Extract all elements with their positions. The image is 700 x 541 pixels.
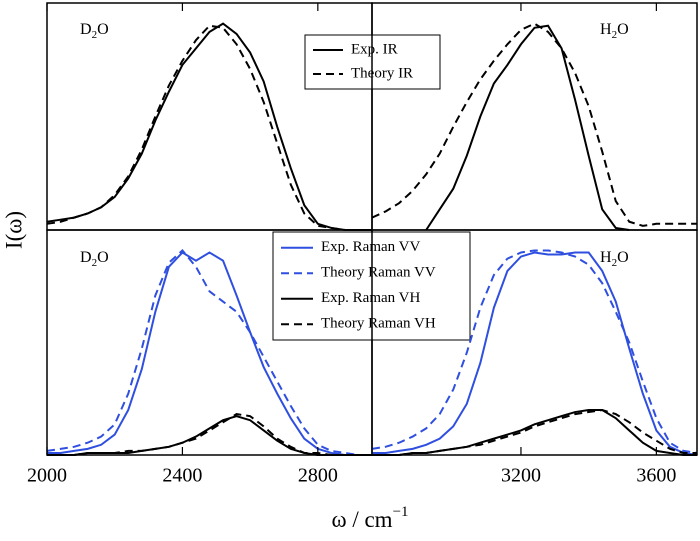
x-tick-label: 3600 xyxy=(636,465,676,487)
panel-label-base: H xyxy=(600,249,612,266)
x-tick-label: 3200 xyxy=(501,465,541,487)
series-line xyxy=(372,408,697,456)
legend-label: Theory Raman VV xyxy=(321,265,436,281)
series-line xyxy=(372,251,698,456)
y-axis-label: I(ω) xyxy=(1,211,26,249)
series-line xyxy=(371,249,698,454)
panel-label-base: D xyxy=(80,21,92,38)
x-tick-label: 2800 xyxy=(298,465,338,487)
series-line xyxy=(47,413,372,456)
series-line xyxy=(46,24,372,231)
panel-label-rest: O xyxy=(97,249,109,266)
x-axis-label: ω / cm−1 xyxy=(331,504,408,532)
series-line xyxy=(46,249,372,456)
panel-label: H2O xyxy=(600,21,629,41)
series-line xyxy=(47,415,372,456)
x-tick-label: 2400 xyxy=(162,465,202,487)
panel-label-base: D xyxy=(80,249,92,266)
series-line xyxy=(371,22,697,227)
panel-label-sub: 2 xyxy=(612,257,618,269)
legend-label: Theory IR xyxy=(351,65,413,81)
x-axis-label-sup: −1 xyxy=(393,504,409,520)
panel-label-sub: 2 xyxy=(92,257,98,269)
panel-label-rest: O xyxy=(97,21,109,38)
series-line xyxy=(372,409,697,456)
x-axis-label-text: ω / cm xyxy=(331,507,392,532)
panel-label-base: H xyxy=(600,21,612,38)
panel-label-sub: 2 xyxy=(612,29,618,41)
panel-label-rest: O xyxy=(617,249,629,266)
panel-label: H2O xyxy=(600,249,629,269)
legend-label: Exp. IR xyxy=(351,41,398,57)
legend-label: Exp. Raman VV xyxy=(321,239,420,255)
x-tick-label: 2000 xyxy=(27,465,67,487)
panel-frame xyxy=(371,229,698,456)
panel-label-rest: O xyxy=(617,21,629,38)
panel-label-sub: 2 xyxy=(92,29,98,41)
series-line xyxy=(425,24,630,231)
panel-label: D2O xyxy=(80,21,109,41)
legend-label: Theory Raman VH xyxy=(321,316,436,332)
legend-label: Exp. Raman VH xyxy=(321,290,420,306)
panel-label: D2O xyxy=(80,249,109,269)
